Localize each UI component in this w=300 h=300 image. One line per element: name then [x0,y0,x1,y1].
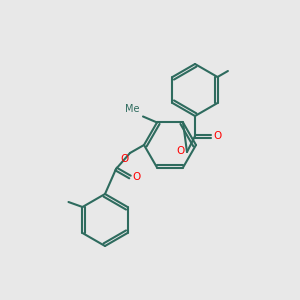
Text: O: O [213,131,221,141]
Text: Me: Me [125,104,140,115]
Text: O: O [177,146,185,156]
Text: O: O [132,172,140,182]
Text: O: O [121,154,129,164]
